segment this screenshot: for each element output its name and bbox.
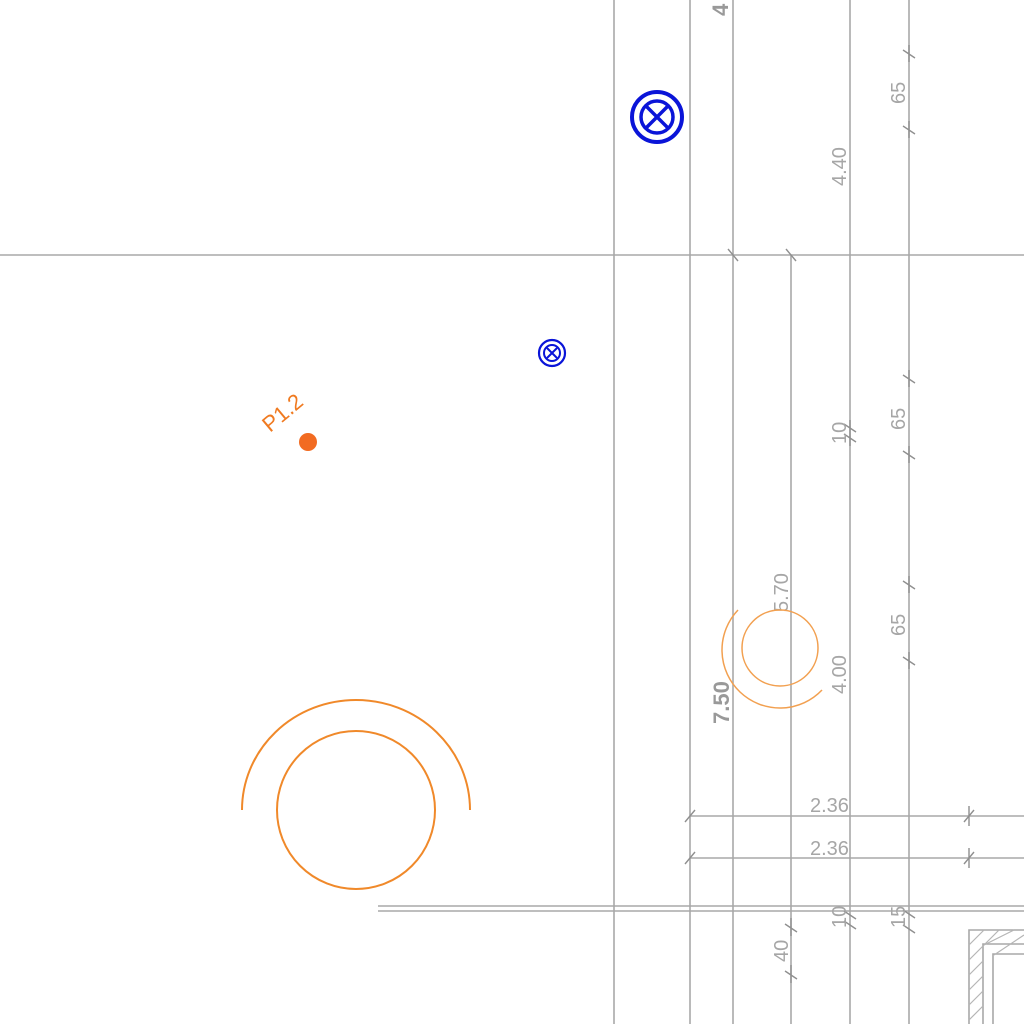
label-dim-236-a: 2.36 xyxy=(810,795,849,817)
label-dim-570: 5.70 xyxy=(771,573,793,612)
symbol-outer-ring xyxy=(537,338,567,368)
fixture-small-inner-circle xyxy=(741,609,819,687)
tick xyxy=(785,248,797,262)
label-dim-400: 4.00 xyxy=(829,655,851,694)
dimension-labels: 4 65 4.40 65 10 5.70 65 4.00 7.50 2.36 2… xyxy=(708,3,910,962)
tick xyxy=(684,851,696,865)
electrical-symbol-large-icon[interactable] xyxy=(630,90,684,144)
fixture-large-inner-circle xyxy=(276,730,436,890)
tick xyxy=(902,909,916,934)
hatched-wall xyxy=(968,929,1024,1024)
fixture-large-outer-arc xyxy=(241,699,471,811)
label-dim-15: 15 xyxy=(888,906,910,928)
label-dim-236-b: 2.36 xyxy=(810,838,849,860)
tick xyxy=(843,910,857,930)
label-dim-10-a: 10 xyxy=(829,422,851,444)
fixture-small[interactable] xyxy=(721,609,823,709)
hatch-lines xyxy=(968,929,1024,1021)
point-marker-p12[interactable]: P1.2 xyxy=(257,389,317,451)
label-top-cut: 4 xyxy=(708,3,733,16)
fixture-large[interactable] xyxy=(241,699,471,890)
tick xyxy=(784,965,798,983)
label-dim-10-b: 10 xyxy=(829,906,851,928)
point-label: P1.2 xyxy=(257,389,308,437)
label-dim-750: 7.50 xyxy=(709,681,734,724)
tick xyxy=(902,652,916,669)
dimension-ticks xyxy=(684,45,975,983)
tick xyxy=(963,848,975,868)
electrical-symbol-small-icon[interactable] xyxy=(537,338,567,368)
wall-outline-inner xyxy=(992,953,1024,1024)
tick xyxy=(902,576,916,593)
symbol-cross xyxy=(546,347,558,359)
label-dim-440: 4.40 xyxy=(829,147,851,186)
tick xyxy=(963,806,975,826)
tick xyxy=(784,918,798,936)
label-dim-65-a: 65 xyxy=(888,82,910,104)
symbol-outer-ring xyxy=(630,90,684,144)
tick xyxy=(902,45,916,62)
tick xyxy=(684,809,696,823)
label-dim-65-c: 65 xyxy=(888,614,910,636)
tick xyxy=(902,121,916,138)
tick xyxy=(902,446,916,463)
symbol-inner-ring xyxy=(543,344,561,362)
tick xyxy=(727,248,739,262)
wall-outline-mid xyxy=(982,943,1024,1024)
label-dim-65-b: 65 xyxy=(888,408,910,430)
tick xyxy=(843,420,857,446)
symbol-inner-ring xyxy=(639,99,675,135)
fixture-small-outer-arc xyxy=(721,609,823,709)
tick xyxy=(902,370,916,387)
wall-outline-outer xyxy=(968,929,1024,1024)
point-dot xyxy=(299,433,317,451)
symbol-cross xyxy=(644,104,670,130)
label-dim-40: 40 xyxy=(771,940,793,962)
